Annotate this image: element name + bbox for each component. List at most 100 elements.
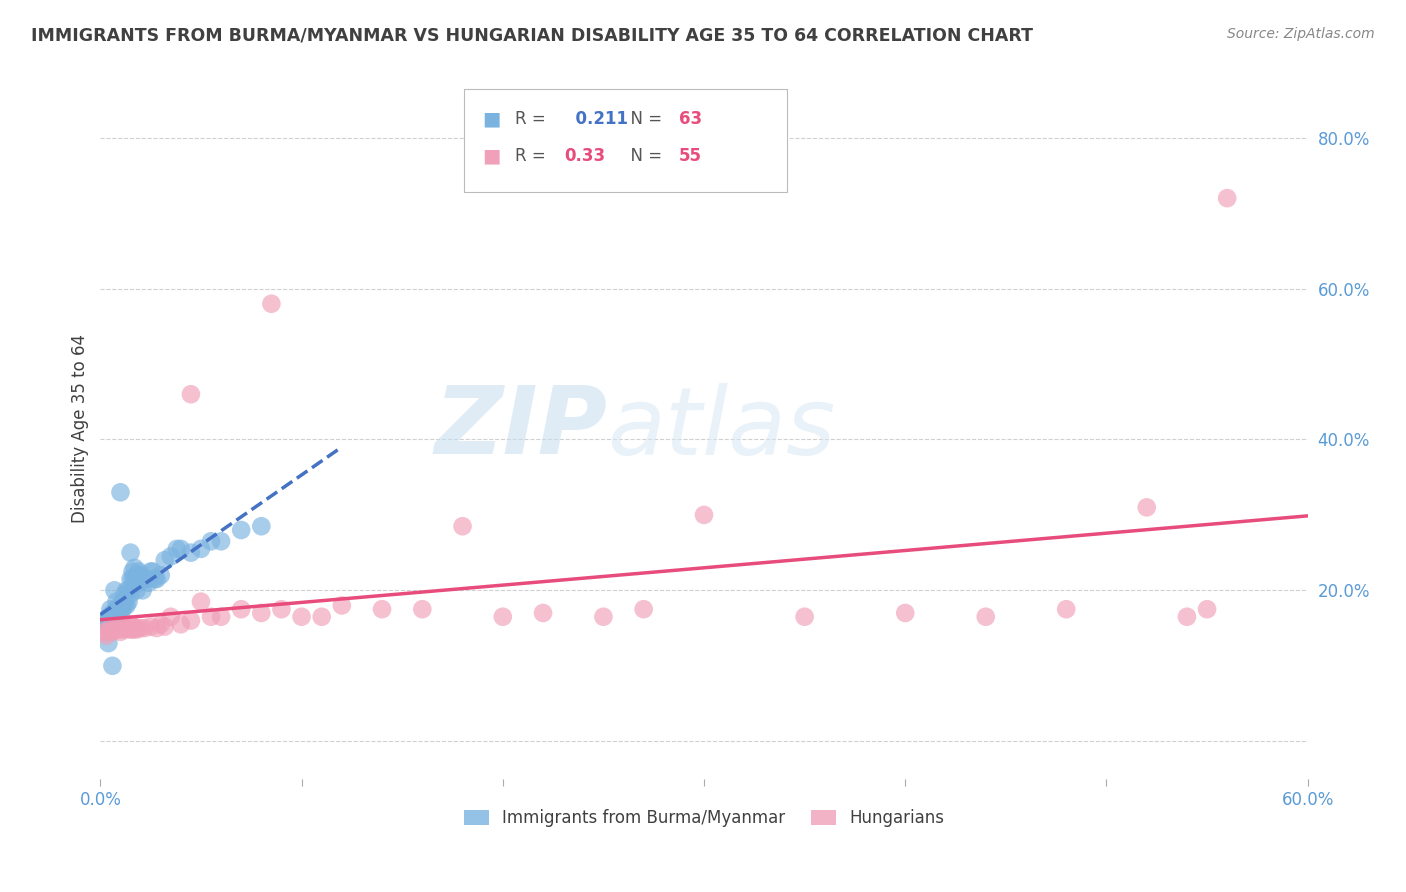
Text: 63: 63 [679,110,702,128]
Point [492,609,515,624]
Point [135,572,157,586]
Point [115,599,138,613]
Text: IMMIGRANTS FROM BURMA/MYANMAR VS HUNGARIAN DISABILITY AGE 35 TO 64 CORRELATION C: IMMIGRANTS FROM BURMA/MYANMAR VS HUNGARI… [31,27,1033,45]
Point [149,568,172,582]
Point [260,296,283,310]
Point [93,617,115,632]
Point [153,553,176,567]
Point [209,609,232,624]
Point [110,609,132,624]
Point [190,541,212,556]
Point [139,565,162,579]
Point [693,508,716,522]
Point [107,602,129,616]
Text: atlas: atlas [607,383,835,474]
Point [115,583,138,598]
Point [231,602,253,616]
Point [105,602,128,616]
Point [96,629,118,643]
Text: ZIP: ZIP [434,382,607,475]
Point [110,602,132,616]
Point [159,549,181,564]
Point [96,614,118,628]
Point [200,534,222,549]
Point [101,606,124,620]
Point [1175,609,1198,624]
Point [110,485,132,500]
Point [330,599,353,613]
Text: 55: 55 [679,147,702,165]
Point [114,595,136,609]
Point [1136,500,1159,515]
Point [103,583,125,598]
Point [124,572,146,586]
Point [110,624,132,639]
Point [170,617,193,632]
Text: R =: R = [515,147,551,165]
Point [111,602,134,616]
Point [120,587,142,601]
Point [1054,602,1077,616]
Point [125,568,148,582]
Legend: Immigrants from Burma/Myanmar, Hungarians: Immigrants from Burma/Myanmar, Hungarian… [457,803,950,834]
Point [180,387,202,401]
Point [180,546,202,560]
Point [250,519,273,533]
Point [180,614,202,628]
Point [371,602,394,616]
Point [103,609,125,624]
Point [125,583,148,598]
Point [93,624,115,639]
Point [105,602,128,616]
Point [101,658,124,673]
Point [138,575,160,590]
Point [200,609,222,624]
Point [107,623,129,637]
Point [105,621,128,635]
Point [97,609,120,624]
Point [117,621,139,635]
Point [97,617,120,632]
Point [101,624,124,639]
Text: N =: N = [620,147,668,165]
Point [170,541,193,556]
Point [107,606,129,620]
Point [159,609,181,624]
Text: 0.211: 0.211 [564,110,628,128]
Text: ■: ■ [482,146,501,166]
Point [114,623,136,637]
Point [1197,602,1219,616]
Point [124,621,146,635]
Point [153,619,176,633]
Point [115,621,138,635]
Point [128,575,150,590]
Point [129,621,152,635]
Point [117,583,139,598]
Y-axis label: Disability Age 35 to 64: Disability Age 35 to 64 [72,334,89,523]
Point [592,609,614,624]
Point [120,617,142,632]
Point [105,595,128,609]
Point [114,587,136,601]
Point [129,568,152,582]
Point [145,621,167,635]
Point [134,621,156,635]
Text: R =: R = [515,110,551,128]
Point [149,617,172,632]
Point [143,572,166,586]
Point [103,623,125,637]
Point [166,541,188,556]
Point [290,609,312,624]
Point [103,606,125,620]
Point [117,595,139,609]
Point [121,572,143,586]
Point [120,546,142,560]
Point [97,624,120,639]
Point [633,602,655,616]
Point [231,523,253,537]
Point [250,606,273,620]
Point [270,602,292,616]
Point [145,572,167,586]
Point [101,614,124,628]
Point [1216,191,1239,205]
